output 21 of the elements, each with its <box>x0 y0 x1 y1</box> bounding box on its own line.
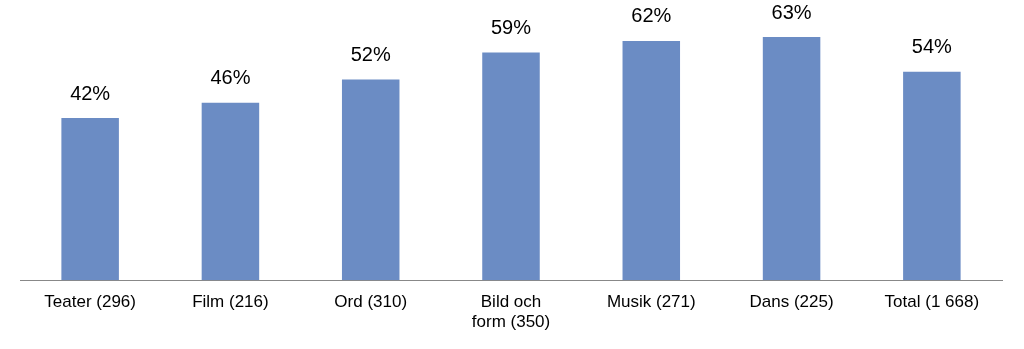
bar <box>61 118 119 281</box>
bar <box>201 102 260 281</box>
data-label: 62% <box>631 4 672 27</box>
data-label: 42% <box>70 81 111 104</box>
x-tick-label: Musik (271) <box>606 292 696 312</box>
x-tick-label: Teater (296) <box>44 292 136 312</box>
bar <box>762 37 821 281</box>
data-label: 63% <box>771 0 812 23</box>
data-label: 54% <box>911 35 953 58</box>
x-tick-label: Dans (225) <box>749 292 834 312</box>
x-tick-label: Film (216) <box>192 292 269 312</box>
bar <box>482 52 540 281</box>
x-tick-label: Ord (310) <box>334 292 408 312</box>
bar <box>341 79 400 281</box>
data-label: 52% <box>350 43 391 65</box>
x-tick-label: Total (1 668) <box>884 292 980 312</box>
data-label: 46% <box>210 66 251 89</box>
x-tick-label: Bild och form (350) <box>471 292 551 332</box>
bar <box>903 71 961 281</box>
bar <box>622 40 681 281</box>
data-label: 59% <box>490 15 532 38</box>
